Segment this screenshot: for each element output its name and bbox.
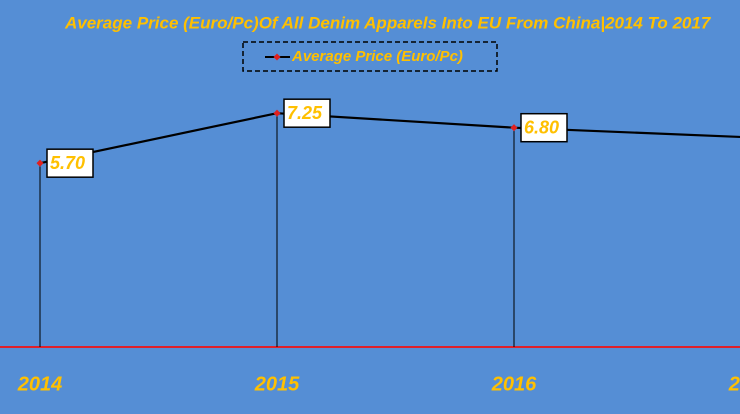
data-label-box xyxy=(283,98,331,128)
x-tick-label: 2015 xyxy=(254,373,300,395)
data-label: 7.25 xyxy=(287,103,323,123)
x-tick-label: 2017 xyxy=(728,373,740,395)
data-label: 6.80 xyxy=(524,117,559,137)
chart-title: Average Price (Euro/Pc)Of All Denim Appa… xyxy=(64,13,712,32)
legend-marker xyxy=(273,53,281,61)
data-label-box xyxy=(520,112,568,143)
data-label-box xyxy=(46,148,94,178)
marker xyxy=(273,109,281,117)
x-tick-label: 2016 xyxy=(491,373,537,395)
legend-box xyxy=(242,41,498,72)
marker xyxy=(36,159,44,167)
data-label: 5.70 xyxy=(50,153,85,173)
x-tick-label: 2014 xyxy=(17,373,63,395)
series-line xyxy=(39,112,740,165)
marker xyxy=(510,124,518,132)
legend-label: Average Price (Euro/Pc) xyxy=(291,48,463,65)
